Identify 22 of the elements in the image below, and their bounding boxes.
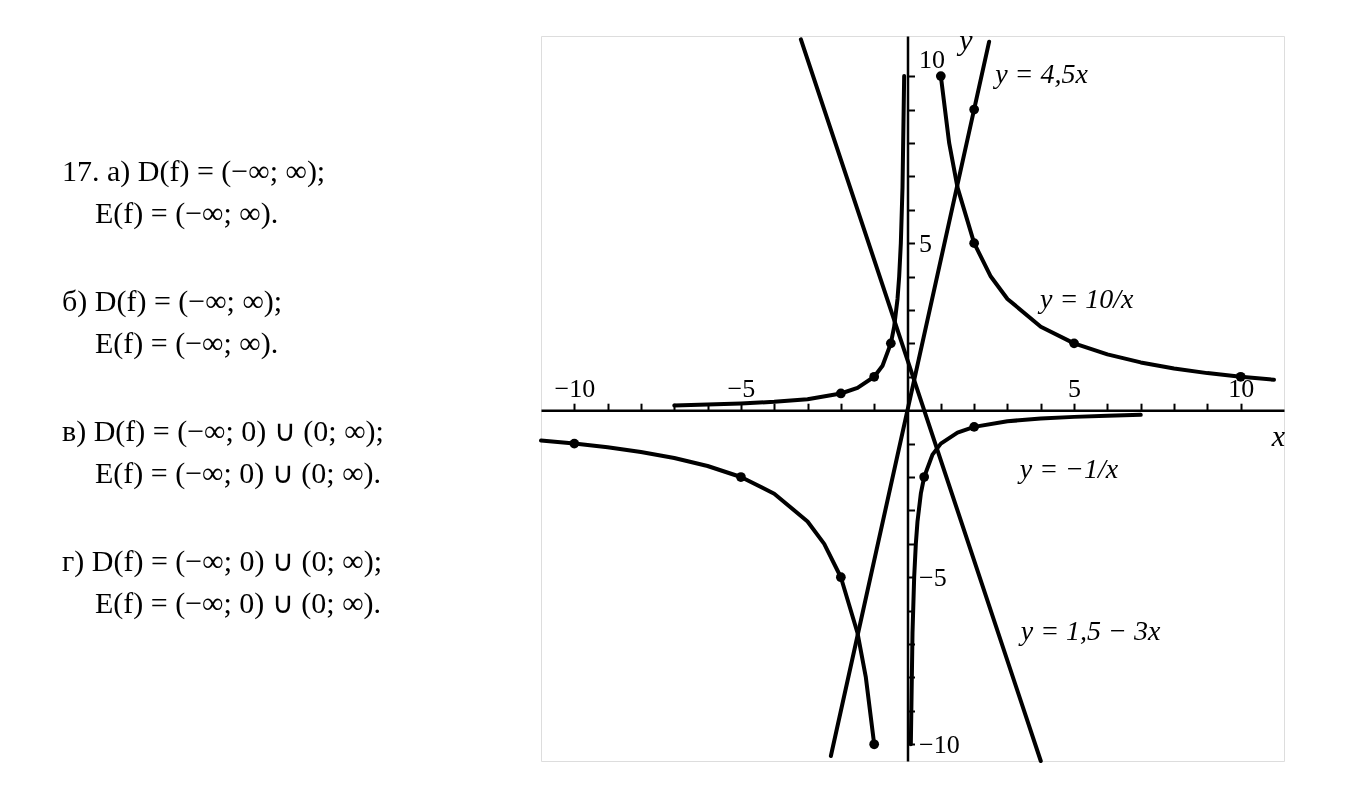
y-tick-label: −5: [919, 562, 947, 592]
y-axis-title: y: [956, 22, 974, 56]
series-label: y = 4,5x: [992, 57, 1089, 89]
x-tick-label: 5: [1068, 373, 1082, 403]
text: E(f) = (−∞; 0) ∪ (0; ∞).: [95, 586, 382, 620]
text: в) D(f) = (−∞; 0) ∪ (0; ∞);: [62, 414, 384, 448]
text: E(f) = (−∞; ∞).: [95, 196, 279, 230]
series-label: y = 10/x: [1037, 282, 1135, 314]
series-label: y = −1/x: [1016, 452, 1119, 484]
x-tick-label: 10: [1228, 373, 1255, 403]
text: 17. а) D(f) = (−∞; ∞);: [62, 154, 326, 188]
text: E(f) = (−∞; ∞).: [95, 326, 279, 360]
text: б) D(f) = (−∞; ∞);: [62, 284, 283, 318]
text: E(f) = (−∞; 0) ∪ (0; ∞).: [95, 456, 382, 490]
text: г) D(f) = (−∞; 0) ∪ (0; ∞);: [62, 544, 383, 578]
y-tick-label: 5: [919, 228, 932, 258]
x-tick-label: −5: [727, 373, 756, 403]
y-tick-label: 10: [919, 44, 945, 74]
x-tick-label: −10: [554, 373, 596, 403]
x-axis-title: x: [1270, 418, 1286, 452]
series-label: y = 1,5 − 3x: [1017, 615, 1161, 646]
y-tick-label: −10: [919, 729, 960, 759]
